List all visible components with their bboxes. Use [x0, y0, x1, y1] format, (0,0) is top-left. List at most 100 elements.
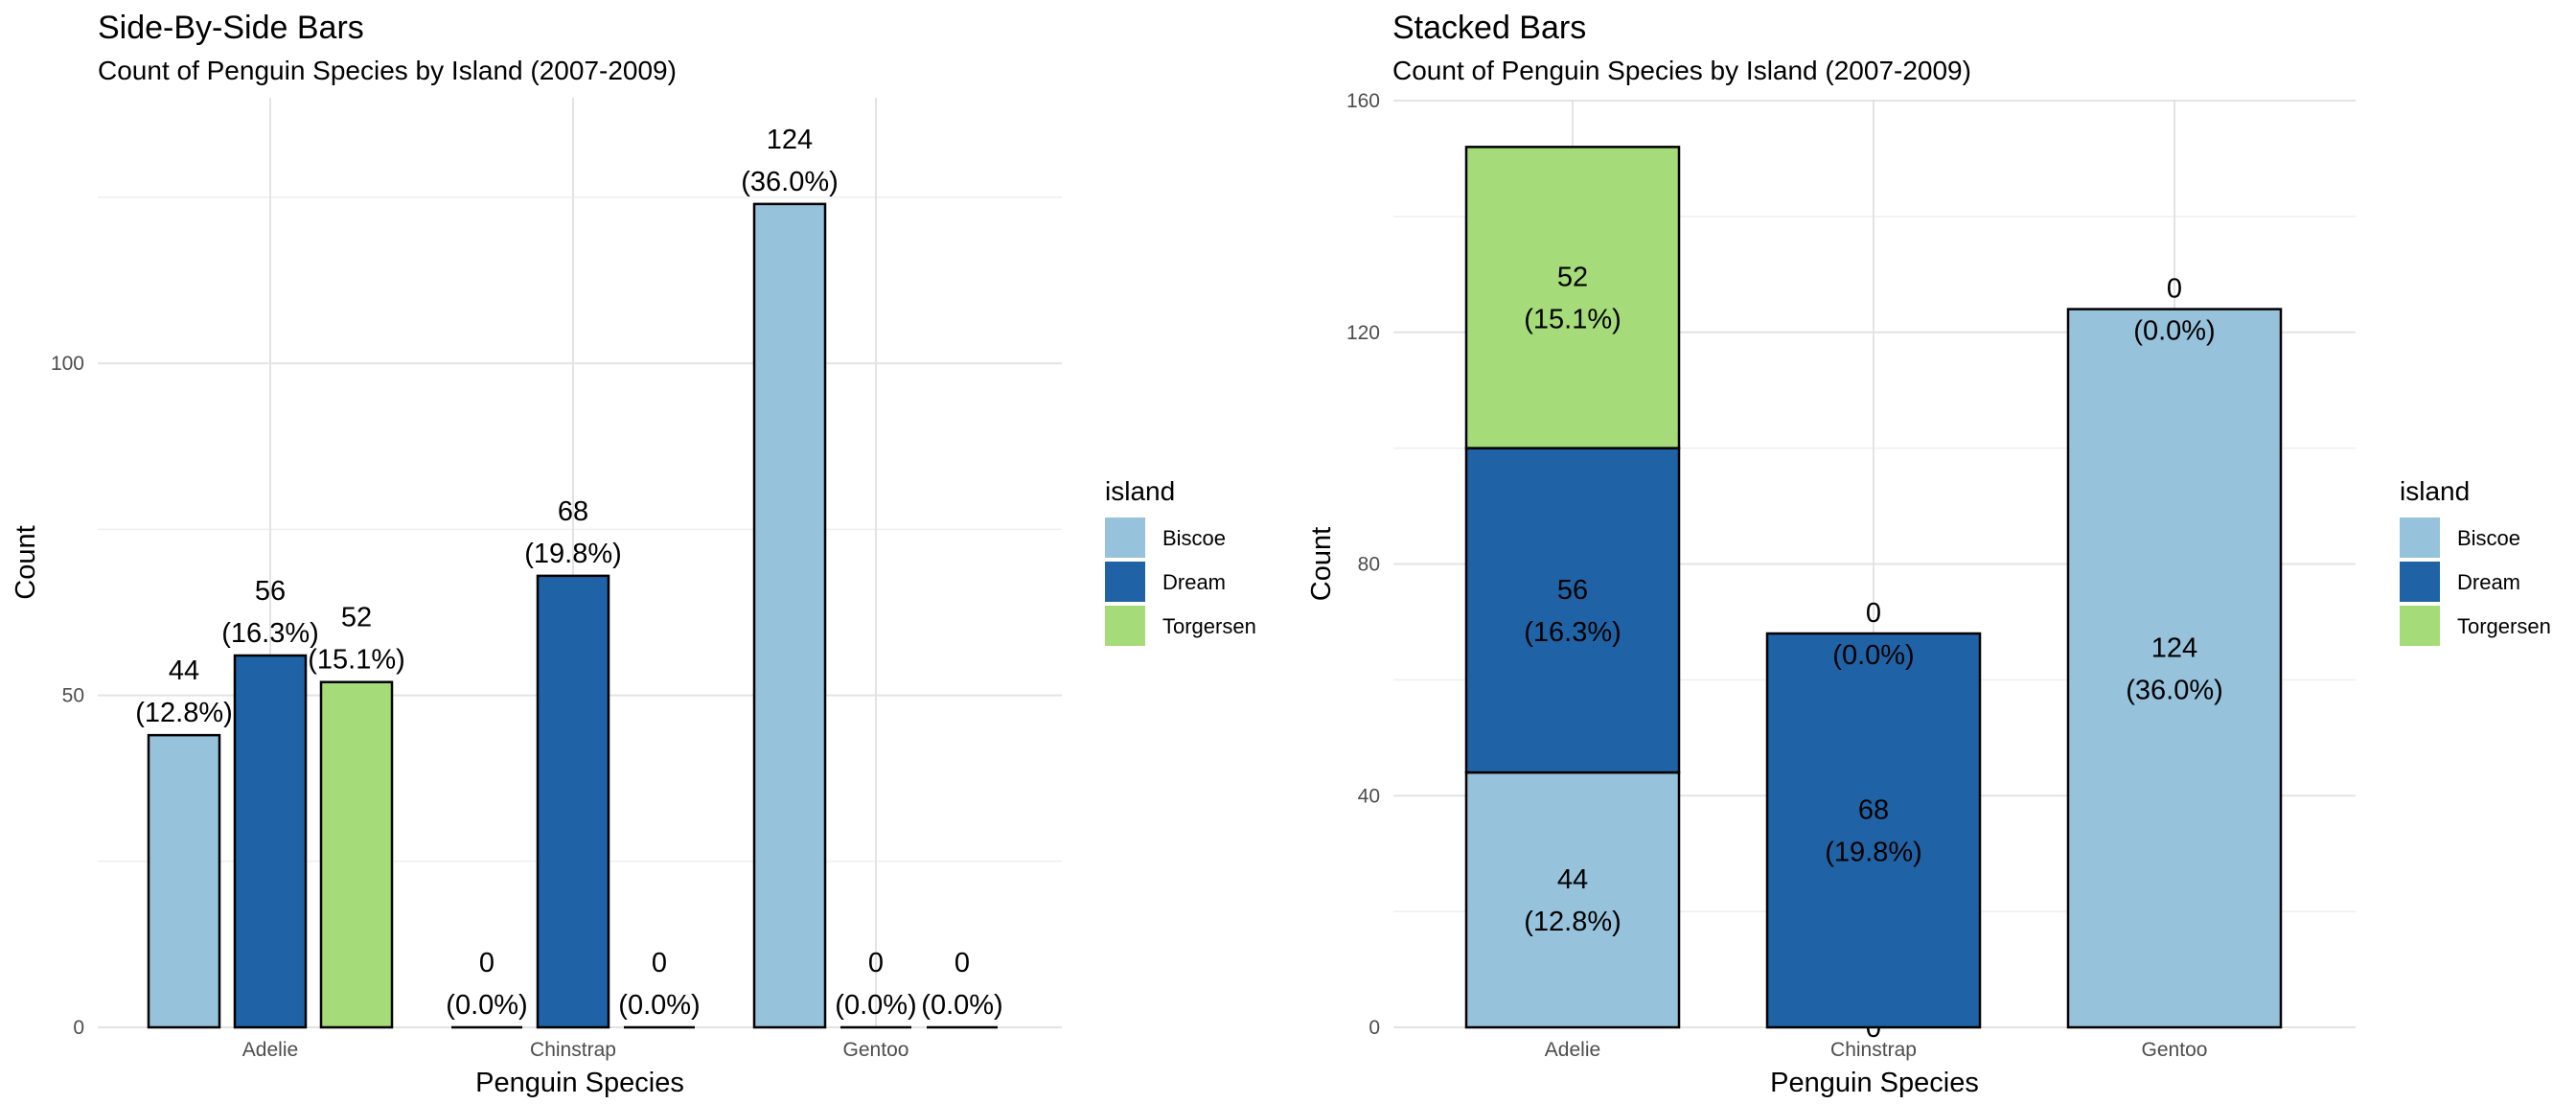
data-label: 0 (0.0%): [446, 948, 527, 1021]
legend-label-dream: Dream: [2457, 570, 2520, 594]
data-label: 0 (0.0%): [618, 948, 700, 1021]
y-tick-label: 0: [73, 1017, 84, 1039]
side-bar-dream-adelie: [233, 654, 308, 1029]
data-label-line: 0: [868, 948, 884, 978]
data-label-line: (12.8%): [135, 698, 233, 728]
stacked-bar-biscoe-adelie: [1464, 770, 1681, 1029]
stacked-bar-dream-chinstrap: [1765, 632, 1982, 1029]
x-tick-label: Gentoo: [2142, 1039, 2208, 1061]
chart-title: Stacked Bars: [1392, 10, 1586, 46]
x-tick-label: Adelie: [242, 1039, 298, 1061]
chart-subtitle: Count of Penguin Species by Island (2007…: [1392, 56, 1971, 85]
data-label: 44 (12.8%): [135, 656, 233, 728]
data-label-line: 52: [1557, 262, 1588, 292]
legend-swatch-dream: [2400, 562, 2440, 602]
x-tick-label: Chinstrap: [530, 1039, 616, 1061]
x-tick-label: Adelie: [1545, 1039, 1600, 1061]
data-label-line: 44: [169, 656, 199, 686]
stacked-bar-biscoe-gentoo: [2066, 308, 2283, 1029]
y-tick-label: 50: [62, 685, 84, 707]
data-label-line: (16.3%): [1524, 617, 1622, 648]
chart-title: Side-By-Side Bars: [98, 10, 364, 46]
data-label-line: (0.0%): [835, 990, 916, 1021]
data-label-line: (0.0%): [1832, 640, 1914, 671]
data-label-line: 44: [1557, 864, 1588, 895]
side-by-side-chart: 0 50 100 Adelie Chinstrap Gentoo 44 (12.8%) 56 (1…: [11, 10, 1256, 1098]
y-tick-label: 0: [1368, 1017, 1380, 1039]
data-label-line: (12.8%): [1524, 907, 1622, 937]
legend-swatch-torgersen: [2400, 606, 2440, 646]
data-label-line: 56: [255, 576, 286, 607]
legend-label-biscoe: Biscoe: [2457, 526, 2520, 550]
stacked-bar-torgersen-adelie: [1464, 146, 1681, 449]
data-label-line: 0: [479, 948, 494, 978]
side-bar-biscoe-gentoo: [752, 202, 827, 1029]
legend-title: island: [1105, 476, 1175, 506]
stacked-bar-dream-adelie: [1464, 447, 1681, 774]
data-label-line: 56: [1557, 575, 1588, 606]
data-label-line: (0.0%): [446, 990, 527, 1021]
y-tick-label: 100: [51, 353, 84, 375]
y-tick-label: 160: [1346, 90, 1380, 112]
data-label: 44 (12.8%): [1524, 864, 1622, 937]
data-label: 124 (36.0%): [2126, 632, 2223, 705]
legend-swatch-biscoe: [2400, 518, 2440, 558]
legend-label-dream: Dream: [1162, 570, 1226, 594]
data-label-line: (36.0%): [2126, 675, 2223, 705]
y-tick-label: 80: [1358, 554, 1380, 576]
side-bar-torgersen-adelie: [319, 680, 394, 1029]
data-label: 68 (19.8%): [524, 496, 622, 569]
side-bar-biscoe-adelie: [147, 733, 221, 1029]
data-label-line: (0.0%): [2133, 316, 2215, 347]
x-axis-label: Penguin Species: [1770, 1068, 1979, 1098]
data-label: 0 (0.0%): [835, 948, 916, 1021]
data-label-line: (0.0%): [921, 990, 1002, 1021]
data-label-line: (15.1%): [308, 645, 405, 676]
data-label-line: (16.3%): [221, 618, 319, 649]
legend: island Biscoe Dream Torgersen: [1105, 476, 1256, 646]
x-tick-label: Gentoo: [843, 1039, 909, 1061]
data-label: 0 (0.0%): [1832, 598, 1914, 671]
data-label-line: 0: [2167, 274, 2182, 305]
legend-label-torgersen: Torgersen: [1162, 614, 1256, 638]
data-label-line: (36.0%): [741, 167, 839, 197]
legend: island Biscoe Dream Torgersen: [2400, 476, 2551, 646]
chart-subtitle: Count of Penguin Species by Island (2007…: [98, 56, 677, 85]
data-label-line: 68: [558, 496, 588, 527]
data-label-line: (19.8%): [524, 539, 622, 569]
data-label-line: 0: [1866, 598, 1881, 629]
y-tick-label: 40: [1358, 785, 1380, 807]
data-label-line: 52: [341, 603, 372, 633]
data-label: 0 (0.0%): [2133, 274, 2215, 347]
data-label-line: 0: [954, 948, 970, 978]
legend-swatch-biscoe: [1105, 518, 1145, 558]
legend-title: island: [2400, 476, 2470, 506]
data-label: 52 (15.1%): [308, 603, 405, 676]
legend-label-torgersen: Torgersen: [2457, 614, 2551, 638]
data-label-line: 68: [1858, 795, 1889, 826]
side-bar-dream-chinstrap: [536, 574, 610, 1029]
y-tick-label: 120: [1346, 322, 1380, 344]
data-label: 124 (36.0%): [741, 125, 839, 197]
x-axis-label: Penguin Species: [475, 1068, 684, 1098]
data-label: 52 (15.1%): [1524, 262, 1622, 334]
data-label: 56 (16.3%): [221, 576, 319, 649]
data-label-line: (0.0%): [618, 990, 700, 1021]
data-label-line: 124: [767, 125, 813, 155]
data-label-line: (19.8%): [1825, 838, 1922, 868]
legend-swatch-torgersen: [1105, 606, 1145, 646]
x-tick-label: Chinstrap: [1830, 1039, 1917, 1061]
y-axis-label: Count: [11, 525, 41, 599]
data-label: 0 (0.0%): [921, 948, 1002, 1021]
y-axis-label: Count: [1306, 527, 1337, 601]
legend-label-biscoe: Biscoe: [1162, 526, 1226, 550]
legend-swatch-dream: [1105, 562, 1145, 602]
data-label: 56 (16.3%): [1524, 575, 1622, 648]
data-label-line: 0: [652, 948, 667, 978]
stacked-chart: 0 40 80 120 160 Adelie Chinstrap Gentoo 44 (12.8%…: [1306, 10, 2551, 1098]
data-label-line: 124: [2151, 632, 2197, 663]
data-label-line: (15.1%): [1524, 304, 1622, 334]
data-label: 68 (19.8%): [1825, 795, 1922, 868]
